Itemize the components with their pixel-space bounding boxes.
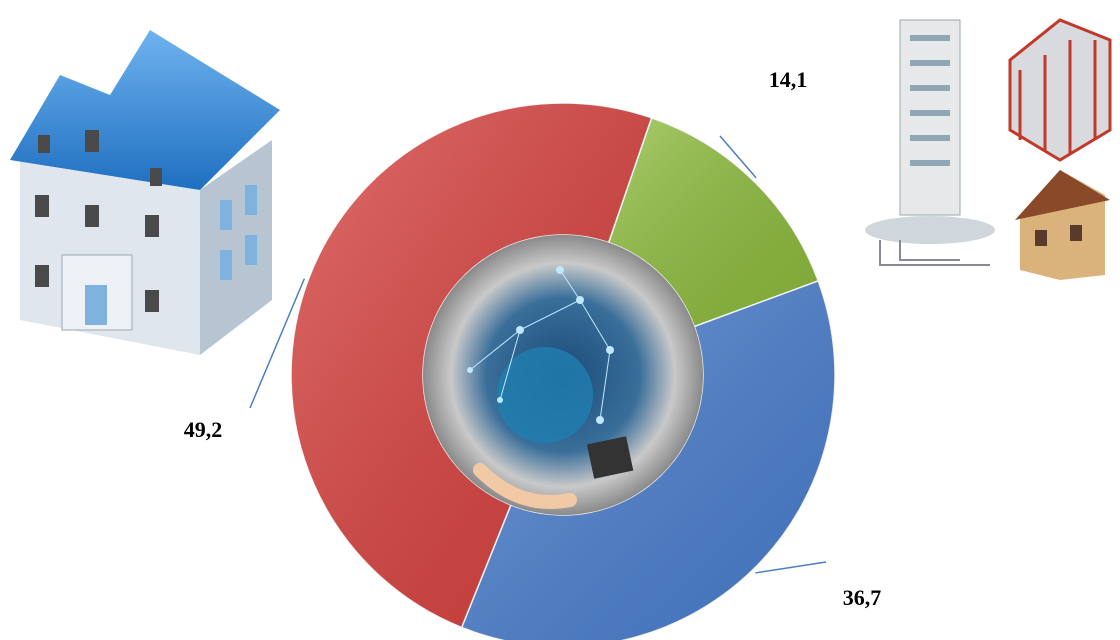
value-label: 14,1	[769, 67, 808, 92]
value-label: 36,7	[843, 585, 882, 610]
value-label: 49,2	[184, 417, 223, 442]
buildings-illustration	[865, 18, 1112, 280]
leader-line	[755, 561, 827, 574]
labels: 14,1 36,7 49,2	[184, 67, 882, 610]
leader-line	[719, 135, 757, 179]
house-illustration	[10, 30, 280, 355]
leader-line	[249, 278, 306, 409]
center-illustration	[423, 235, 703, 515]
